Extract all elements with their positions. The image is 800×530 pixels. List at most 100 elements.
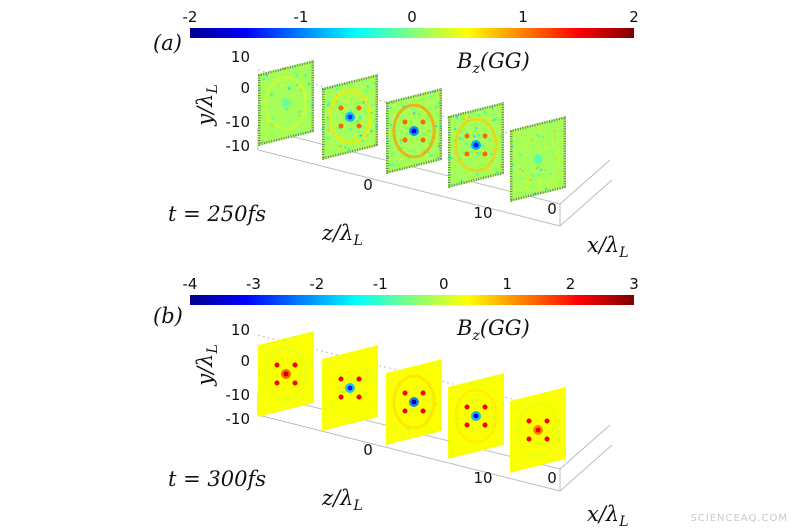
speckle-cell: [337, 104, 340, 107]
z-tick-label: 10: [473, 204, 492, 222]
y-tick-label: -10: [226, 137, 251, 155]
speckle-cell: [327, 104, 330, 107]
speckle-cell: [502, 115, 504, 118]
speckle-cell: [409, 169, 412, 172]
speckle-cell: [488, 427, 491, 430]
speckle-cell: [281, 136, 284, 139]
speckle-cell: [273, 367, 276, 370]
speckle-cell: [362, 82, 365, 85]
speckle-cell: [535, 167, 538, 170]
speckle-cell: [424, 111, 427, 114]
speckle-cell: [513, 429, 516, 432]
speckle-cell: [564, 450, 566, 453]
speckle-cell: [475, 127, 478, 130]
speckle-cell: [537, 173, 540, 176]
colorbar-b-tick: -3: [246, 275, 261, 293]
center-spot: [411, 399, 417, 405]
speckle-cell: [269, 374, 272, 377]
speckle-cell: [259, 87, 262, 90]
speckle-cell: [423, 389, 426, 392]
speckle-cell: [463, 134, 466, 137]
speckle-cell: [353, 99, 356, 102]
panel-a-ylabel: y/λL: [193, 84, 221, 127]
speckle-cell: [364, 104, 367, 107]
field-ring: [392, 374, 436, 430]
speckle-cell: [491, 107, 494, 110]
speckle-cell: [377, 96, 378, 99]
speckle-cell: [538, 190, 541, 193]
colorbar-b-tick: 1: [502, 275, 512, 293]
speckle-cell: [328, 84, 331, 87]
speckle-cell: [327, 112, 330, 115]
speckle-cell: [335, 88, 338, 91]
speckle-cell: [450, 107, 453, 110]
y-tick-label: 10: [231, 48, 250, 66]
speckle-cell: [359, 104, 362, 107]
field-ring: [328, 89, 372, 145]
speckle-cell: [518, 118, 521, 121]
speckle-cell: [363, 119, 366, 122]
colorbar-a-tick: 2: [629, 8, 639, 26]
speckle-cell: [409, 163, 412, 166]
x-tick-label: 0: [547, 469, 557, 487]
speckle-cell: [468, 115, 471, 118]
speckle-cell: [294, 66, 297, 69]
speckle-cell: [359, 156, 362, 159]
speckle-cell: [538, 472, 541, 473]
speckle-cell: [520, 189, 523, 192]
side-spot: [464, 151, 470, 157]
speckle-cell: [400, 141, 403, 144]
speckle-cell: [554, 182, 557, 185]
speckle-cell: [322, 141, 325, 144]
speckle-cell: [324, 406, 327, 409]
side-spot: [356, 105, 362, 111]
speckle-cell: [375, 125, 378, 128]
speckle-cell: [499, 117, 502, 120]
speckle-cell: [334, 377, 337, 380]
side-spot: [526, 436, 532, 442]
speckle-cell: [393, 152, 396, 155]
speckle-cell: [373, 82, 376, 85]
speckle-cell: [393, 113, 396, 116]
speckle-cell: [291, 94, 294, 97]
speckle-cell: [458, 106, 461, 109]
speckle-cell: [463, 140, 466, 143]
speckle-cell: [489, 158, 492, 161]
panel-b-field-label: Bz(GG): [456, 316, 530, 344]
speckle-cell: [482, 402, 485, 405]
speckle-cell: [485, 163, 488, 166]
speckle-cell: [484, 145, 487, 148]
speckle-cell: [421, 159, 424, 162]
speckle-cell: [537, 135, 540, 138]
colorbar-b-tick: 0: [439, 275, 449, 293]
side-spot: [464, 404, 470, 410]
speckle-cell: [329, 144, 332, 147]
speckle-cell: [388, 163, 391, 166]
speckle-cell: [422, 132, 425, 135]
axis-line: [257, 414, 561, 492]
speckle-cell: [438, 145, 441, 148]
speckle-cell: [377, 345, 378, 348]
speckle-cell: [511, 147, 514, 150]
speckle-cell: [261, 373, 264, 376]
speckle-cell: [293, 335, 296, 338]
side-spot: [464, 422, 470, 428]
speckle-cell: [471, 179, 474, 182]
speckle-cell: [340, 121, 343, 124]
slice-a-4: [448, 102, 504, 188]
panel-b-xlabel: x/λL: [587, 502, 629, 530]
speckle-cell: [278, 66, 281, 69]
speckle-cell: [439, 108, 442, 111]
speckle-cell: [450, 451, 453, 454]
speckle-cell: [516, 182, 519, 185]
speckle-cell: [425, 136, 428, 139]
speckle-cell: [294, 71, 297, 74]
speckle-cell: [304, 75, 307, 78]
speckle-cell: [391, 154, 394, 157]
y-tick-label: 0: [240, 352, 250, 370]
speckle-cell: [480, 105, 483, 108]
speckle-cell: [435, 415, 438, 418]
speckle-cell: [477, 133, 480, 136]
speckle-cell: [268, 96, 271, 99]
center-spot: [347, 114, 353, 120]
